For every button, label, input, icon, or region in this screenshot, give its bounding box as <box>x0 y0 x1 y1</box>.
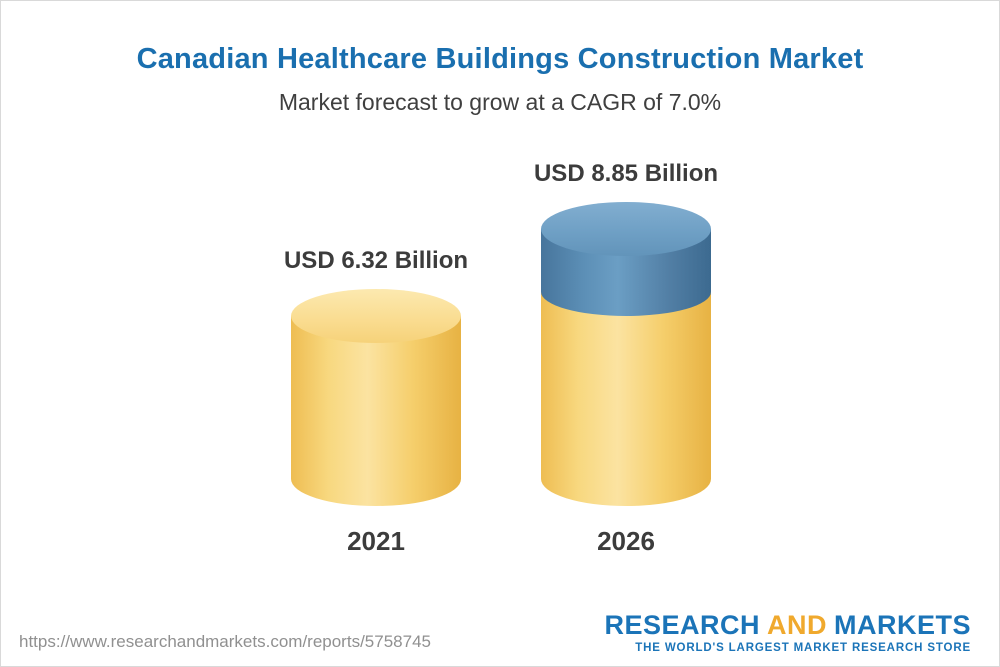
bar-group-2021: USD 6.32 Billion 2021 <box>284 247 468 556</box>
research-and-markets-logo: RESEARCH AND MARKETS THE WORLD'S LARGEST M… <box>604 609 971 654</box>
logo-tagline: THE WORLD'S LARGEST MARKET RESEARCH STOR… <box>635 642 971 654</box>
page-title: Canadian Healthcare Buildings Constructi… <box>136 43 864 75</box>
value-label-2021: USD 6.32 Billion <box>283 247 469 274</box>
logo-word-and: AND <box>767 609 827 640</box>
year-label-2021: 2021 <box>347 526 405 556</box>
cylinder-2021-cap <box>291 289 461 343</box>
logo-wordmark: RESEARCH AND MARKETS <box>604 609 971 640</box>
bar-group-2026: USD 8.85 Billion 2026 <box>534 160 718 556</box>
report-url: https://www.researchandmarkets.com/repor… <box>19 632 431 651</box>
cylinder-2021 <box>291 289 461 506</box>
cylinder-2026-cap <box>541 202 711 256</box>
value-label-2026: USD 8.85 Billion <box>533 160 719 187</box>
logo-word-markets: MARKETS <box>834 609 971 640</box>
year-label-2026: 2026 <box>597 526 655 556</box>
logo-word-research: RESEARCH <box>604 609 760 640</box>
page-subtitle: Market forecast to grow at a CAGR of 7.0… <box>278 89 722 115</box>
cylinder-2026 <box>541 202 711 506</box>
cylinder-2021-body <box>291 316 461 506</box>
